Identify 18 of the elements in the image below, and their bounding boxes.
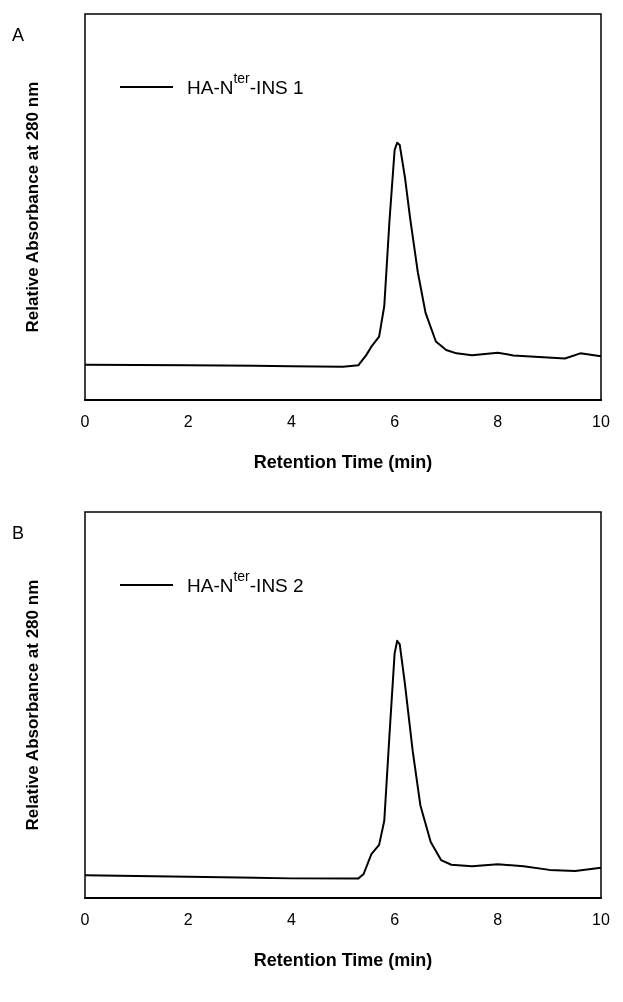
x-axis-title: Retention Time (min) <box>253 452 433 473</box>
x-axis-title: Retention Time (min) <box>253 950 433 971</box>
y-axis-title: Relative Absorbance at 280 nm <box>22 81 42 333</box>
x-tick-label: 10 <box>592 911 610 929</box>
chart-title: B <box>12 522 25 543</box>
y-axis-title: Relative Absorbance at 280 nm <box>22 579 42 831</box>
x-tick-label: 6 <box>390 413 400 431</box>
x-tick-label: 0 <box>80 911 90 929</box>
x-tick-label: 0 <box>80 413 90 431</box>
chart-title: A <box>12 24 25 45</box>
x-tick-label: 4 <box>286 911 296 929</box>
x-tick-label: 6 <box>390 911 400 929</box>
x-tick-label: 8 <box>493 911 503 929</box>
x-tick-label: 2 <box>183 911 193 929</box>
x-tick-label: 10 <box>592 413 610 431</box>
x-tick-label: 4 <box>286 413 296 431</box>
x-tick-label: 2 <box>183 413 193 431</box>
x-tick-label: 8 <box>493 413 503 431</box>
